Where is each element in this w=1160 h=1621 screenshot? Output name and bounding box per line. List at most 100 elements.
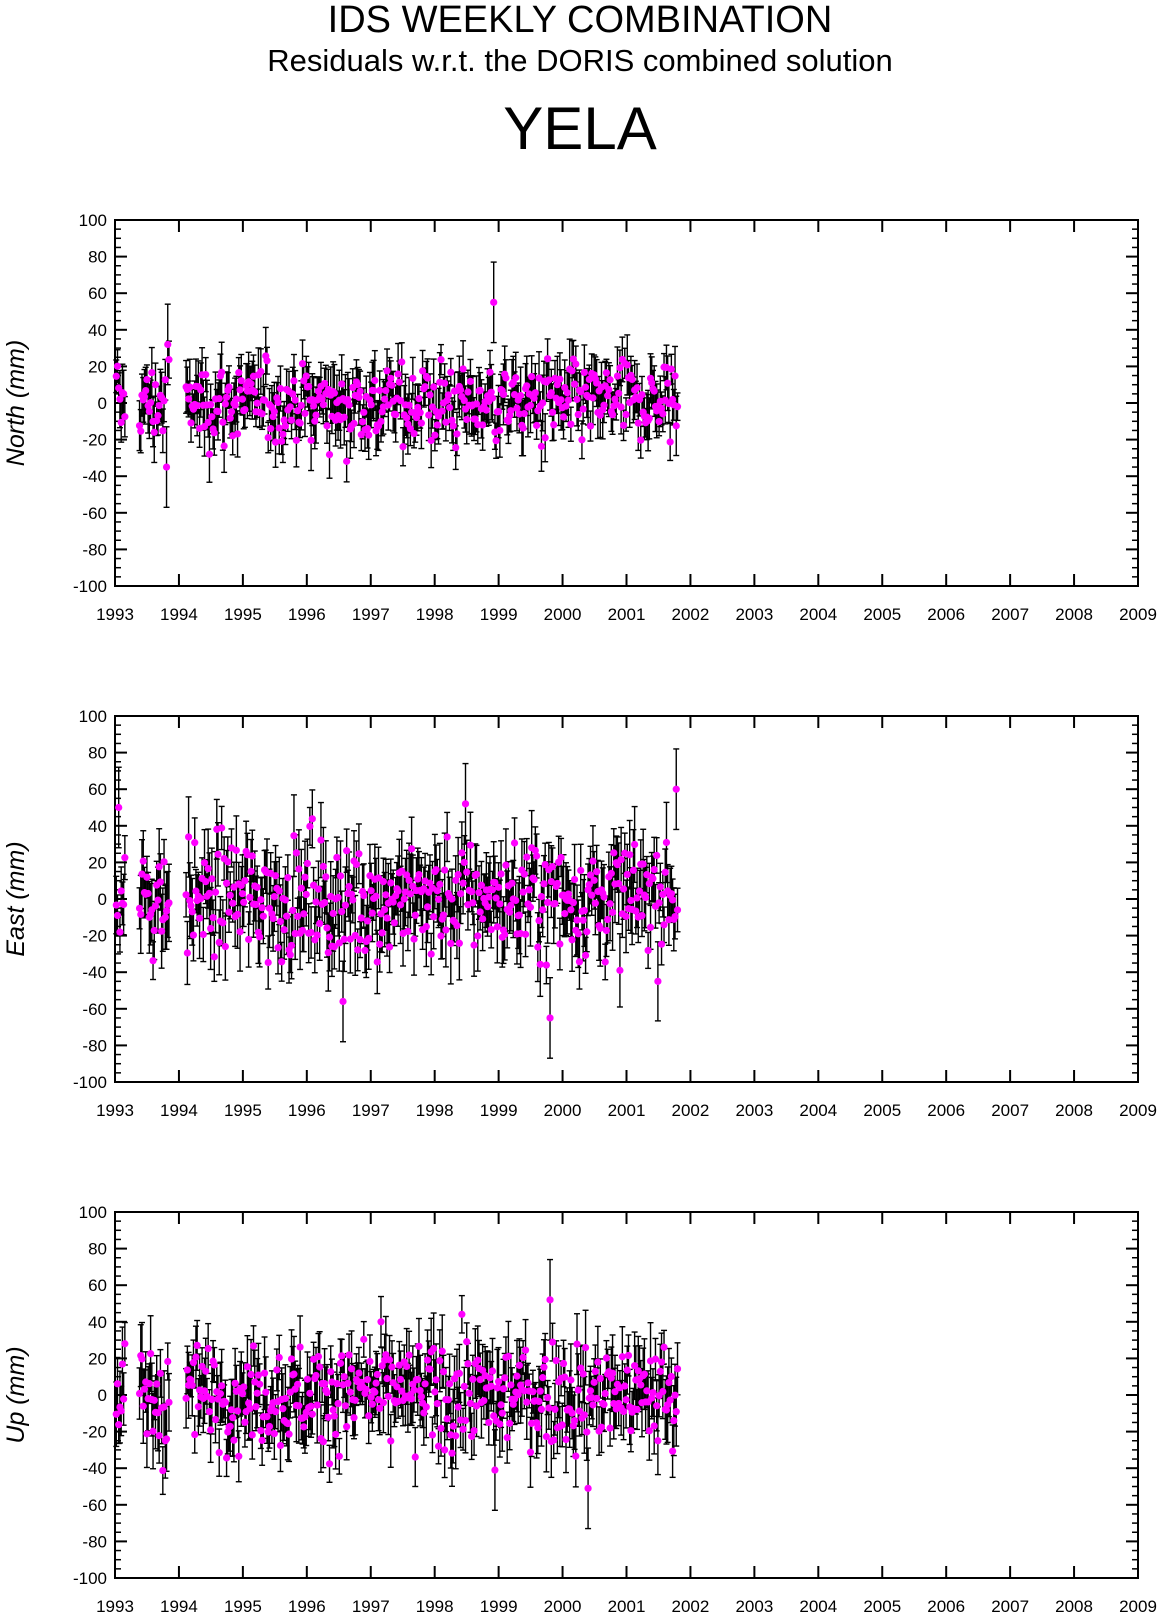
data-point bbox=[164, 340, 172, 349]
data-point bbox=[600, 401, 608, 409]
data-point bbox=[162, 907, 171, 915]
data-point bbox=[400, 895, 408, 903]
data-point bbox=[205, 450, 214, 458]
y-tick-label: -40 bbox=[82, 963, 107, 982]
data-point bbox=[394, 887, 402, 895]
data-point bbox=[199, 930, 207, 939]
data-point bbox=[155, 401, 163, 410]
data-point bbox=[233, 910, 242, 918]
data-point bbox=[578, 436, 586, 444]
data-point bbox=[472, 400, 481, 408]
data-point bbox=[276, 384, 285, 393]
x-tick-label: 1998 bbox=[416, 1101, 454, 1120]
data-point bbox=[245, 935, 253, 944]
data-point bbox=[365, 431, 373, 439]
data-point bbox=[278, 958, 286, 966]
x-tick-label: 1997 bbox=[352, 1597, 390, 1616]
data-point bbox=[600, 893, 608, 901]
data-point bbox=[649, 874, 657, 883]
data-point bbox=[617, 856, 625, 864]
data-point bbox=[357, 431, 365, 439]
data-point bbox=[602, 926, 611, 935]
data-point bbox=[145, 407, 153, 416]
data-point bbox=[425, 411, 433, 419]
data-points bbox=[112, 785, 682, 1022]
data-point bbox=[360, 891, 368, 900]
data-point bbox=[210, 429, 218, 437]
data-point bbox=[354, 380, 362, 389]
data-point bbox=[589, 394, 597, 402]
data-point bbox=[147, 399, 155, 407]
y-tick-label: 100 bbox=[79, 707, 107, 726]
data-point bbox=[570, 380, 579, 388]
data-point bbox=[664, 379, 672, 387]
x-tick-label: 2006 bbox=[927, 1101, 965, 1120]
data-point bbox=[221, 942, 229, 951]
x-tick-label: 1996 bbox=[288, 1101, 326, 1120]
data-point bbox=[379, 878, 388, 886]
data-point bbox=[427, 950, 435, 958]
data-point bbox=[539, 399, 547, 407]
data-point bbox=[619, 885, 628, 893]
y-tick-label: 80 bbox=[88, 744, 107, 763]
data-point bbox=[607, 869, 615, 877]
data-point bbox=[662, 838, 671, 847]
data-point bbox=[534, 943, 542, 951]
data-point bbox=[207, 401, 215, 409]
data-point bbox=[149, 957, 157, 965]
data-point bbox=[318, 395, 326, 403]
data-point bbox=[602, 369, 611, 377]
data-point bbox=[295, 865, 303, 873]
data-point bbox=[211, 888, 220, 896]
data-point bbox=[419, 367, 427, 375]
data-point bbox=[456, 890, 465, 898]
data-point bbox=[454, 871, 462, 879]
data-point bbox=[287, 416, 296, 424]
data-point bbox=[224, 858, 232, 866]
data-point bbox=[155, 863, 163, 871]
data-point bbox=[246, 893, 254, 901]
data-point bbox=[113, 362, 122, 370]
x-tick-label: 1994 bbox=[160, 1101, 198, 1120]
data-point bbox=[574, 930, 582, 938]
data-point bbox=[281, 896, 289, 904]
data-point bbox=[439, 911, 448, 919]
data-point bbox=[258, 904, 266, 912]
data-point bbox=[193, 401, 201, 410]
data-point bbox=[496, 900, 504, 908]
data-point bbox=[434, 895, 443, 903]
data-point bbox=[320, 899, 329, 907]
y-tick-label: -100 bbox=[73, 577, 107, 596]
data-point bbox=[533, 852, 541, 860]
data-point bbox=[567, 420, 575, 428]
data-point bbox=[604, 392, 612, 400]
data-point bbox=[416, 409, 424, 417]
x-tick-label: 2000 bbox=[544, 605, 582, 624]
data-point bbox=[314, 885, 323, 893]
data-point bbox=[563, 389, 571, 397]
data-point bbox=[476, 908, 484, 916]
data-point bbox=[539, 906, 547, 914]
data-point bbox=[427, 436, 435, 445]
y-axis-label: Up (mm) bbox=[2, 1346, 30, 1443]
data-point bbox=[156, 878, 164, 886]
data-point bbox=[231, 401, 239, 409]
data-point bbox=[235, 369, 243, 377]
y-tick-label: 40 bbox=[88, 321, 107, 340]
data-point bbox=[510, 390, 519, 399]
data-point bbox=[259, 912, 267, 920]
chart-title: IDS WEEKLY COMBINATION bbox=[327, 0, 833, 41]
data-point bbox=[455, 939, 463, 947]
data-point bbox=[247, 867, 255, 875]
data-point bbox=[311, 417, 319, 425]
data-point bbox=[367, 401, 375, 409]
data-point bbox=[459, 879, 467, 887]
data-point bbox=[294, 912, 302, 920]
data-point bbox=[184, 833, 193, 841]
data-point bbox=[392, 410, 400, 419]
y-tick-label: 0 bbox=[98, 1386, 107, 1405]
data-point bbox=[546, 1014, 554, 1022]
data-point bbox=[251, 388, 259, 396]
data-point bbox=[226, 891, 234, 899]
data-point bbox=[569, 899, 577, 907]
